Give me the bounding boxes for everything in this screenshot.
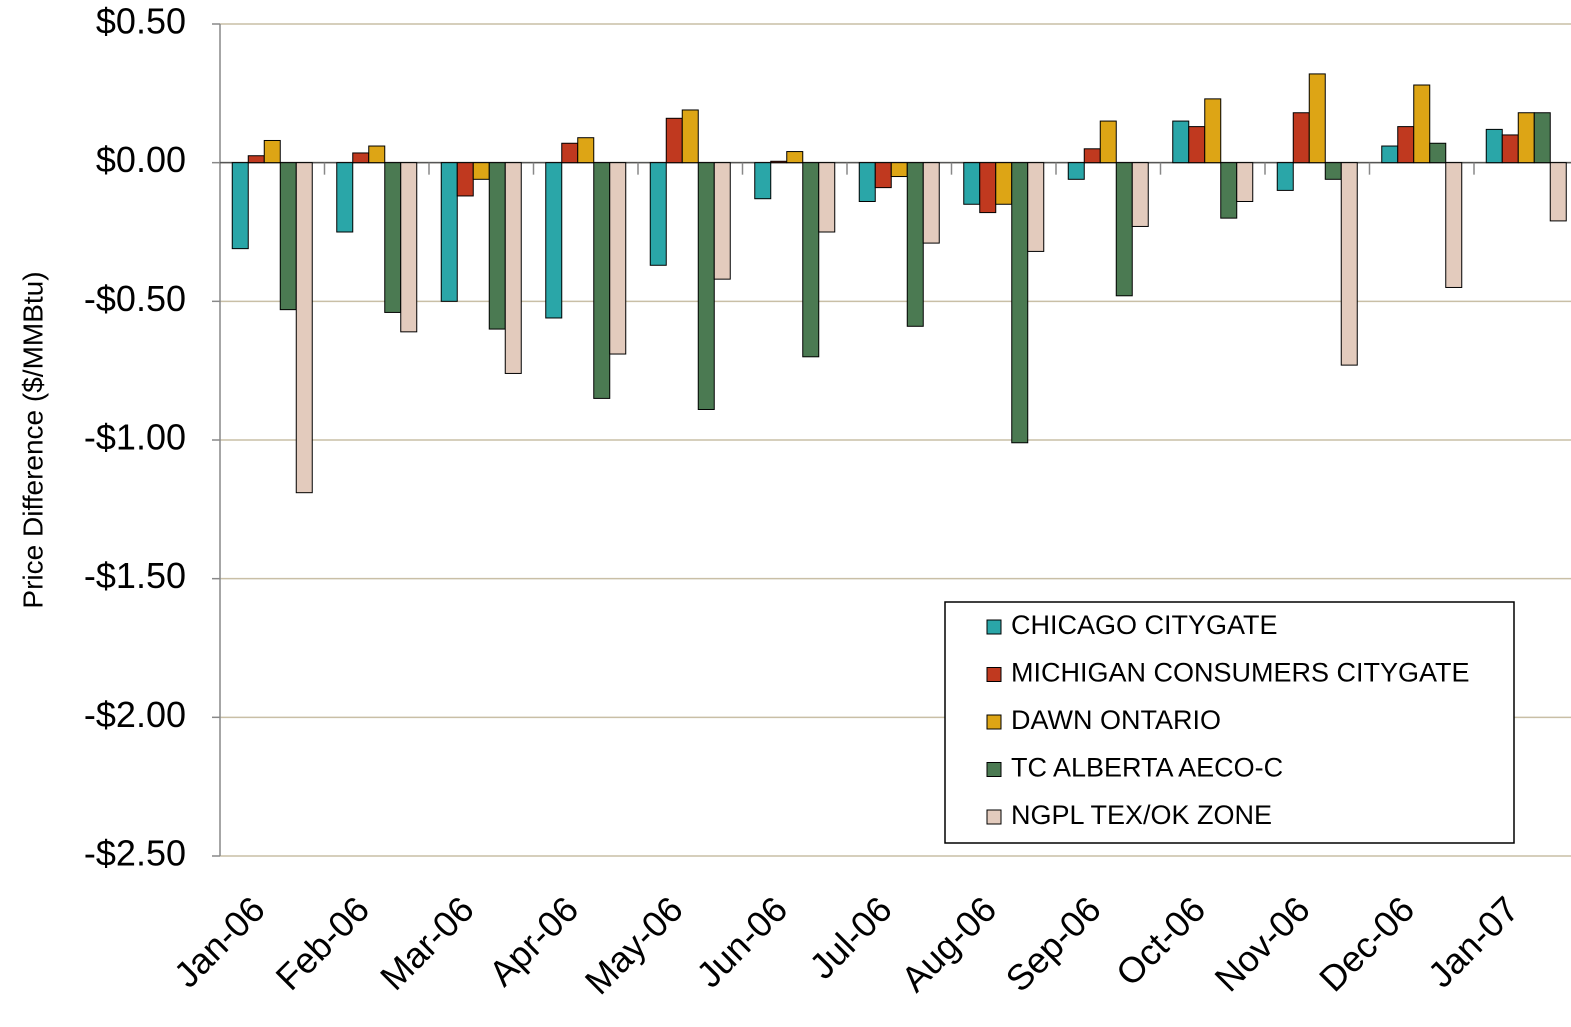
y-tick-label: -$2.50 <box>84 833 186 874</box>
x-tick-label: Aug-06 <box>893 888 1004 999</box>
bar <box>906 162 924 327</box>
bar <box>874 162 892 189</box>
bar <box>1011 162 1029 444</box>
x-tick-label: Apr-06 <box>481 888 586 993</box>
bar <box>770 160 788 164</box>
bar <box>1517 112 1535 164</box>
y-tick-label: -$2.00 <box>84 694 186 735</box>
x-tick-label: Sep-06 <box>998 888 1109 999</box>
x-tick-label: May-06 <box>577 888 691 1002</box>
bar <box>1397 126 1415 164</box>
bar <box>1131 162 1149 227</box>
y-tick-label: -$1.00 <box>84 417 186 458</box>
bar <box>649 162 667 266</box>
bar <box>1172 120 1190 164</box>
bar <box>456 162 474 197</box>
legend-label: CHICAGO CITYGATE <box>1011 610 1278 640</box>
bar <box>697 162 715 410</box>
bar <box>818 162 836 233</box>
legend-swatch <box>986 667 1002 682</box>
y-tick-label: $0.00 <box>96 139 186 180</box>
bar <box>713 162 731 280</box>
legend-box <box>944 601 1515 844</box>
bar <box>593 162 611 399</box>
bar <box>1308 73 1326 164</box>
bar <box>247 155 265 164</box>
x-tick-label: Jan-06 <box>166 888 273 995</box>
x-tick-label: Dec-06 <box>1311 888 1422 999</box>
legend-label: DAWN ONTARIO <box>1011 705 1221 735</box>
x-tick-label: Mar-06 <box>372 888 482 998</box>
bar <box>858 162 876 202</box>
bar <box>922 162 940 244</box>
bar <box>488 162 506 330</box>
bar <box>754 162 772 200</box>
bar <box>263 139 281 164</box>
legend-swatch <box>986 714 1002 730</box>
bar <box>1220 162 1238 219</box>
bar <box>1445 162 1463 288</box>
bar <box>440 162 458 302</box>
legend-swatch <box>986 809 1002 825</box>
x-tick-label: Feb-06 <box>267 888 377 998</box>
bar <box>400 162 418 333</box>
bar <box>1276 162 1294 191</box>
bar <box>1236 162 1254 202</box>
bar <box>665 117 683 164</box>
y-axis-label: Price Difference ($/MMBtu) <box>17 271 48 608</box>
bar <box>1115 162 1133 297</box>
bar <box>1324 162 1342 180</box>
x-tick-label: Oct-06 <box>1108 888 1213 993</box>
bar <box>231 162 249 250</box>
bar <box>963 162 981 205</box>
legend-label: NGPL TEX/OK ZONE <box>1011 800 1272 830</box>
bar <box>472 162 490 180</box>
legend-swatch <box>986 762 1002 777</box>
bar <box>504 162 522 374</box>
bar <box>1533 112 1551 164</box>
bar <box>1381 145 1399 164</box>
bar <box>545 162 563 319</box>
legend-label: TC ALBERTA AECO-C <box>1011 753 1283 783</box>
x-tick-label: Nov-06 <box>1207 888 1318 999</box>
bar <box>1083 148 1101 164</box>
bar <box>1027 162 1045 252</box>
x-tick-label: Jan-07 <box>1420 888 1527 995</box>
bar <box>1501 134 1519 164</box>
bar <box>1429 142 1447 164</box>
bar <box>681 109 699 164</box>
bar <box>1204 98 1222 164</box>
bar <box>352 152 370 164</box>
bar <box>1340 162 1358 366</box>
bar <box>802 162 820 358</box>
legend-label: MICHIGAN CONSUMERS CITYGATE <box>1011 658 1470 688</box>
bar <box>384 162 402 313</box>
bar <box>1413 84 1431 164</box>
y-tick-label: -$1.50 <box>84 555 186 596</box>
bar <box>336 162 354 233</box>
bar <box>279 162 297 311</box>
bar <box>1099 120 1117 164</box>
x-tick-label: Jun-06 <box>688 888 795 995</box>
bar <box>1292 112 1310 164</box>
bar <box>995 162 1013 205</box>
y-tick-label: $0.50 <box>96 1 186 42</box>
bar <box>1188 126 1206 164</box>
bar <box>786 151 804 164</box>
bar <box>577 137 595 164</box>
bar <box>1549 162 1567 222</box>
bar <box>609 162 627 355</box>
bar <box>1067 162 1085 180</box>
bar <box>368 145 386 164</box>
bar <box>295 162 313 494</box>
legend-swatch <box>986 619 1002 635</box>
bar <box>890 162 908 178</box>
bar <box>561 142 579 164</box>
x-tick-label: Jul-06 <box>801 888 899 986</box>
bar <box>979 162 997 214</box>
bar <box>1485 128 1503 164</box>
y-tick-label: -$0.50 <box>84 278 186 319</box>
